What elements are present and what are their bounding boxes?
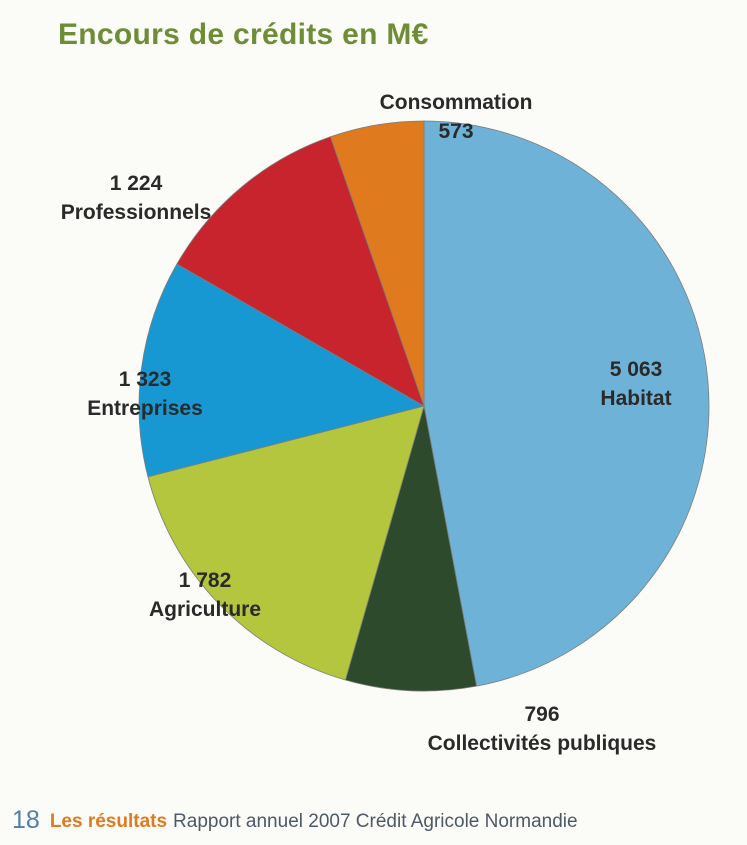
pie-labels: 5 063 Habitat 796 Collectivités publiques 1 … <box>61 91 672 755</box>
page-number: 18 <box>12 806 40 834</box>
page-footer: 18 Les résultats Rapport annuel 2007 Crédi… <box>12 806 578 835</box>
chart-title: Encours de crédits en M€ <box>58 18 429 51</box>
label-name-entreprises: Entreprises <box>87 397 203 420</box>
footer-section: Les résultats <box>49 811 168 832</box>
slice-professionnels <box>176 136 425 407</box>
label-value-consommation: 573 <box>438 120 473 143</box>
slice-collectivites-publiques <box>344 405 477 692</box>
label-value-professionnels: 1 224 <box>110 172 163 195</box>
label-name-agriculture: Agriculture <box>149 598 261 621</box>
pie-slices <box>138 120 710 692</box>
label-value-habitat: 5 063 <box>610 358 663 381</box>
slice-entreprises <box>138 263 426 478</box>
label-value-entreprises: 1 323 <box>119 368 172 391</box>
slice-agriculture <box>147 405 425 681</box>
label-name-collectivites-publiques: Collectivités publiques <box>428 732 657 755</box>
label-value-collectivites-publiques: 796 <box>524 703 559 726</box>
label-name-consommation: Consommation <box>380 91 533 114</box>
slice-consommation <box>329 120 425 407</box>
label-name-professionnels: Professionnels <box>61 201 212 224</box>
label-value-agriculture: 1 782 <box>179 569 232 592</box>
label-name-habitat: Habitat <box>600 387 671 410</box>
slice-habitat <box>423 120 710 687</box>
footer-text: Rapport annuel 2007 Crédit Agricole Norm… <box>173 811 578 832</box>
